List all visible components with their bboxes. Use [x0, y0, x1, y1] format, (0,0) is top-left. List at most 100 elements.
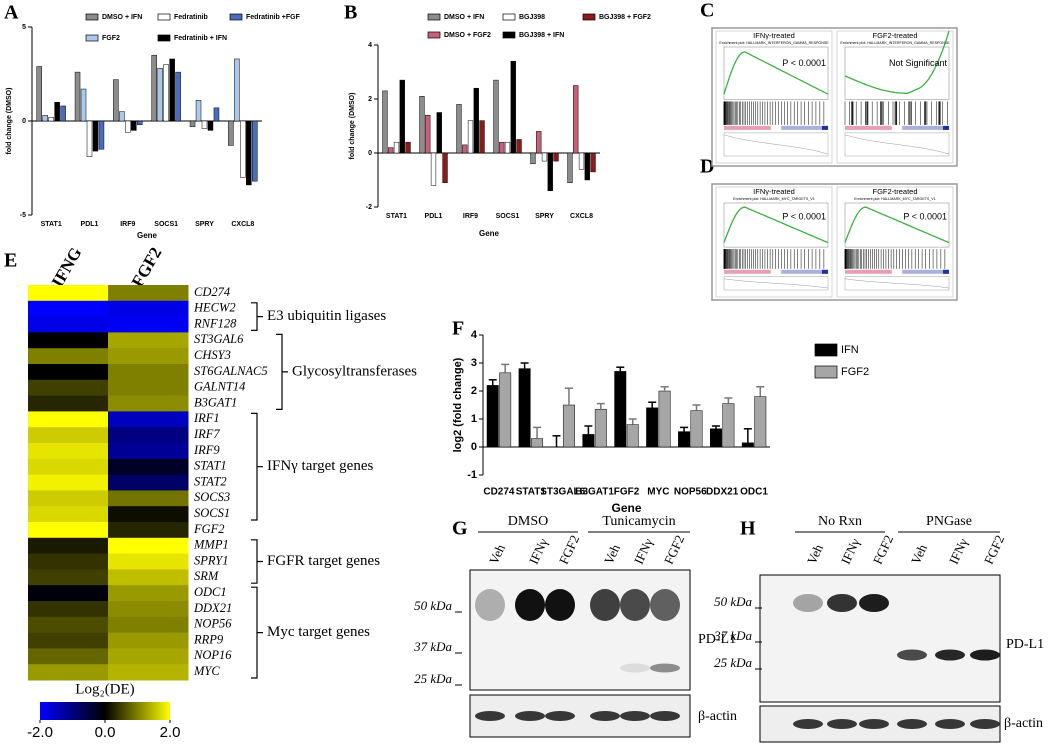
bar	[479, 120, 485, 154]
heatmap-cell	[108, 348, 189, 365]
row-label: STAT2	[194, 474, 227, 488]
bar	[80, 88, 87, 122]
group-label: PNGase	[926, 514, 972, 529]
row-label: ST6GALNAC5	[194, 364, 268, 378]
legend-label: BGJ398 + FGF2	[599, 14, 651, 21]
gsea-rank-area	[723, 276, 829, 291]
y-tick-label: -2	[366, 204, 372, 211]
legend-label: DMSO + IFN	[444, 14, 484, 21]
heatmap-cell	[28, 332, 109, 349]
colorbar-tick-label: 2.0	[160, 724, 181, 741]
legend-swatch	[85, 34, 99, 42]
y-tick-label: 4	[471, 329, 478, 341]
bar	[486, 385, 499, 448]
gsea-stat: P < 0.0001	[782, 58, 826, 68]
gsea-rank-end	[822, 269, 828, 274]
bar	[234, 58, 240, 122]
heatmap-cell	[108, 395, 189, 412]
gsea-plot-title: Enrichment plot: HALLMARK_INTERFERON_GAM…	[719, 41, 829, 45]
bar	[131, 120, 137, 131]
column-label: IFNG	[48, 244, 86, 290]
x-axis-label: Gene	[611, 501, 641, 515]
row-label: IRF9	[193, 443, 220, 457]
heatmap-cell	[108, 585, 189, 602]
bar	[240, 120, 246, 178]
y-tick-label: 1	[471, 413, 477, 425]
y-tick-label: 2	[368, 96, 372, 103]
bar	[594, 408, 607, 448]
bar	[473, 87, 479, 154]
loading-band	[827, 719, 857, 729]
bar	[113, 79, 119, 122]
lane-label: Veh	[601, 541, 623, 566]
y-axis-label: fold change (DMSO)	[6, 88, 13, 155]
blot-membrane	[759, 574, 1001, 703]
heatmap-cell	[108, 522, 189, 539]
bar	[754, 396, 767, 448]
row-label: CD274	[194, 285, 230, 299]
panel-label: D	[700, 156, 714, 178]
bar	[213, 107, 220, 122]
bar	[86, 120, 93, 157]
gsea-rank-red	[845, 269, 892, 274]
heatmap-cell	[108, 632, 189, 649]
gsea-rank-line	[844, 278, 950, 289]
bar	[722, 403, 735, 448]
gsea-rank-end	[943, 125, 949, 130]
bar	[382, 90, 388, 154]
bar	[405, 141, 411, 154]
gsea-subframe	[715, 186, 833, 298]
heatmap-cell	[108, 664, 189, 681]
loading-band	[859, 719, 889, 729]
blot-band	[859, 594, 889, 612]
x-tick-label: SPRY	[535, 213, 554, 220]
bar	[42, 115, 48, 122]
heatmap-cell	[28, 285, 109, 302]
panel-label: F	[452, 318, 464, 340]
legend-swatch	[157, 34, 171, 42]
heatmap-cell	[108, 332, 189, 349]
lane-label: Veh	[804, 541, 826, 566]
gsea-subframe	[715, 30, 833, 164]
legend-label: BGJ398 + IFN	[519, 32, 564, 39]
heatmap-cell	[108, 648, 189, 665]
heatmap-cell	[28, 379, 109, 397]
bar	[584, 152, 590, 181]
bar	[36, 66, 42, 122]
gsea-rank-area	[844, 276, 950, 291]
x-tick-label: IRF9	[120, 221, 135, 228]
gsea-subframe	[836, 30, 954, 164]
gsea-rank-end	[943, 269, 949, 274]
bar	[499, 372, 512, 448]
x-tick-label: SPRY	[195, 221, 214, 228]
blot-membrane	[469, 569, 691, 691]
loading-label: β-actin	[1004, 716, 1043, 731]
x-axis-label: Gene	[479, 229, 500, 238]
x-tick-label: CXCL8	[231, 221, 254, 228]
gsea-rank-blue	[902, 125, 949, 130]
gsea-stat: P < 0.0001	[782, 211, 826, 221]
bar	[709, 428, 722, 448]
lane-label: IFNγ	[631, 536, 656, 567]
lane-label: FGF2	[556, 533, 582, 567]
loading-band	[650, 711, 680, 721]
bar	[419, 96, 425, 154]
bar	[157, 68, 163, 122]
row-label: GALNT14	[194, 380, 245, 394]
legend-label: IFN	[841, 344, 859, 356]
x-tick-label: NOP56	[674, 487, 707, 498]
gsea-plot-area	[723, 202, 829, 248]
group-label: DMSO	[508, 514, 548, 529]
group-label: FGFR target genes	[267, 553, 380, 569]
gsea-curve	[844, 206, 950, 244]
bar	[467, 120, 474, 154]
group-bracket	[276, 333, 288, 410]
row-label: MYC	[193, 664, 220, 678]
group-bracket	[251, 302, 263, 331]
legend-label: DMSO + IFN	[102, 14, 142, 21]
heatmap-cell	[28, 395, 109, 412]
bar	[201, 120, 208, 129]
bar	[442, 152, 448, 183]
heatmap-cell	[28, 537, 109, 555]
bar	[504, 141, 511, 154]
